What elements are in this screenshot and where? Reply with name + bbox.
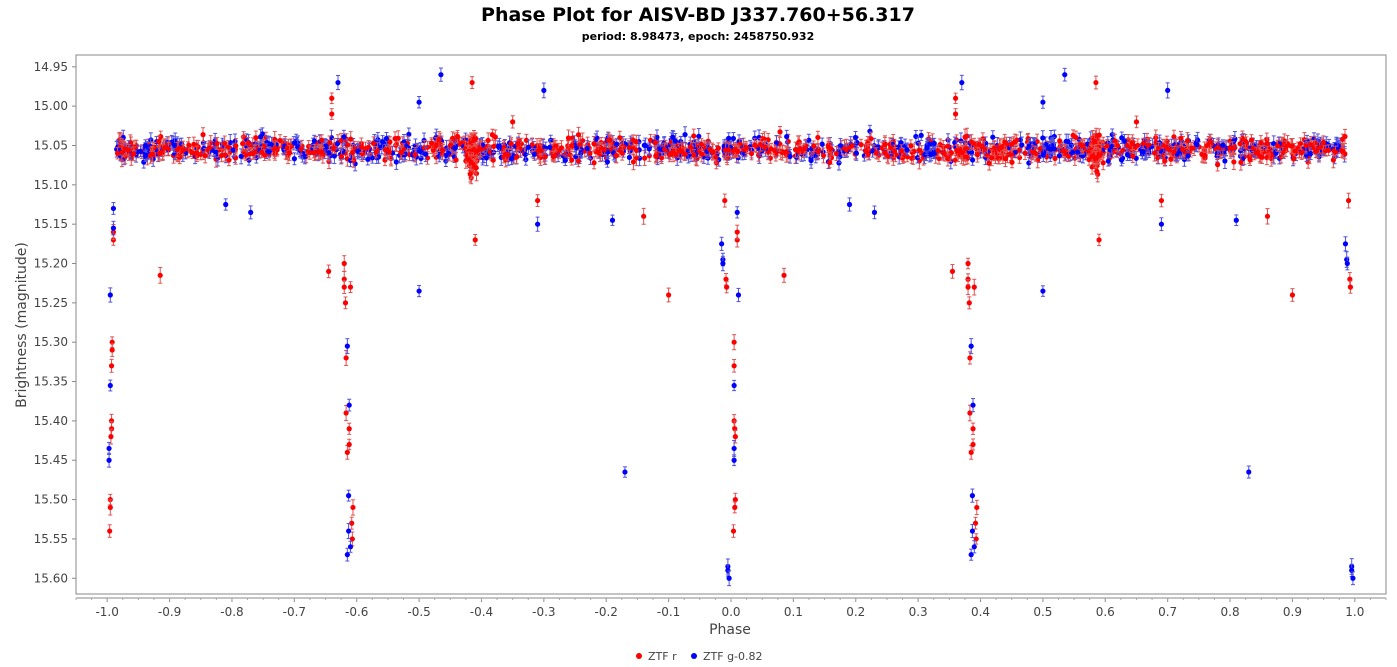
ztf-r-point bbox=[911, 143, 917, 160]
ztf-g-point bbox=[682, 126, 688, 144]
x-tick-label: 0.7 bbox=[1158, 605, 1177, 619]
x-tick-label: -0.5 bbox=[407, 605, 430, 619]
x-tick-label: -0.8 bbox=[220, 605, 243, 619]
x-tick-label: -0.6 bbox=[345, 605, 368, 619]
x-tick-label: 0.3 bbox=[909, 605, 928, 619]
ztf-r-point bbox=[523, 133, 530, 147]
x-tick-label: 0.8 bbox=[1221, 605, 1240, 619]
x-tick-label: 0.4 bbox=[971, 605, 990, 619]
y-tick-label: 15.25 bbox=[34, 296, 68, 310]
x-tick-label: -0.9 bbox=[158, 605, 181, 619]
x-tick-label: -0.2 bbox=[595, 605, 618, 619]
ztf-r-point bbox=[277, 134, 283, 147]
x-tick-label: -1.0 bbox=[95, 605, 118, 619]
x-tick-label: 1.0 bbox=[1345, 605, 1364, 619]
y-tick-label: 14.95 bbox=[34, 60, 68, 74]
ztf-g-point bbox=[1194, 136, 1200, 153]
y-axis-label: Brightness (magnitude) bbox=[14, 242, 30, 408]
chart-subtitle: period: 8.98473, epoch: 2458750.932 bbox=[582, 30, 815, 43]
legend-label-ztf-r: ZTF r bbox=[648, 650, 677, 663]
legend-marker-ztf-g bbox=[691, 653, 697, 659]
ztf-r-point bbox=[777, 125, 783, 138]
y-tick-label: 15.15 bbox=[34, 217, 68, 231]
ztf-g-point bbox=[1121, 134, 1128, 149]
ztf-r-point bbox=[1002, 150, 1009, 168]
y-tick-label: 15.10 bbox=[34, 178, 68, 192]
x-axis: -1.0 -0.9 -0.8 -0.7 -0.6 -0.5 -0.4 -0.3 -0.2 -0.1… bbox=[75, 597, 1387, 619]
x-tick-label: -0.7 bbox=[283, 605, 306, 619]
x-tick-label: 0.0 bbox=[721, 605, 740, 619]
chart-title: Phase Plot for AISV-BD J337.760+56.317 bbox=[481, 4, 915, 26]
data-points bbox=[106, 67, 1356, 587]
x-tick-label: -0.1 bbox=[657, 605, 680, 619]
ztf-g-point bbox=[291, 152, 297, 166]
y-tick-label: 15.20 bbox=[34, 257, 68, 271]
x-tick-label: 0.6 bbox=[1096, 605, 1115, 619]
x-tick-label: 0.5 bbox=[1033, 605, 1052, 619]
ztf-r-point bbox=[713, 150, 719, 164]
y-tick-label: 15.60 bbox=[34, 571, 68, 585]
y-tick-label: 15.30 bbox=[34, 335, 68, 349]
ztf-r-point bbox=[630, 153, 637, 171]
x-tick-label: 0.2 bbox=[846, 605, 865, 619]
ztf-g-point bbox=[787, 149, 793, 164]
plot-area bbox=[75, 54, 1387, 595]
x-tick-label: 0.1 bbox=[784, 605, 803, 619]
y-tick-label: 15.55 bbox=[34, 532, 68, 546]
x-tick-label: 0.9 bbox=[1283, 605, 1302, 619]
y-tick-label: 15.40 bbox=[34, 414, 68, 428]
ztf-r-point bbox=[1248, 134, 1255, 146]
y-axis: 14.95 15.00 15.05 15.10 15.15 15.20 15.25 15.30… bbox=[34, 60, 76, 585]
y-tick-label: 15.50 bbox=[34, 493, 68, 507]
x-tick-label: -0.3 bbox=[532, 605, 555, 619]
y-tick-label: 15.45 bbox=[34, 453, 68, 467]
y-tick-label: 15.00 bbox=[34, 99, 68, 113]
x-tick-label: -0.4 bbox=[470, 605, 493, 619]
y-tick-label: 15.05 bbox=[34, 138, 68, 152]
y-tick-label: 15.35 bbox=[34, 375, 68, 389]
ztf-r-point bbox=[1171, 129, 1177, 144]
ztf-r-point bbox=[243, 149, 249, 162]
legend-label-ztf-g: ZTF g-0.82 bbox=[703, 650, 763, 663]
x-axis-label: Phase bbox=[709, 622, 751, 638]
ztf-r-point bbox=[658, 151, 665, 165]
legend: ZTF r ZTF g-0.82 bbox=[636, 650, 763, 663]
legend-marker-ztf-r bbox=[636, 653, 642, 659]
